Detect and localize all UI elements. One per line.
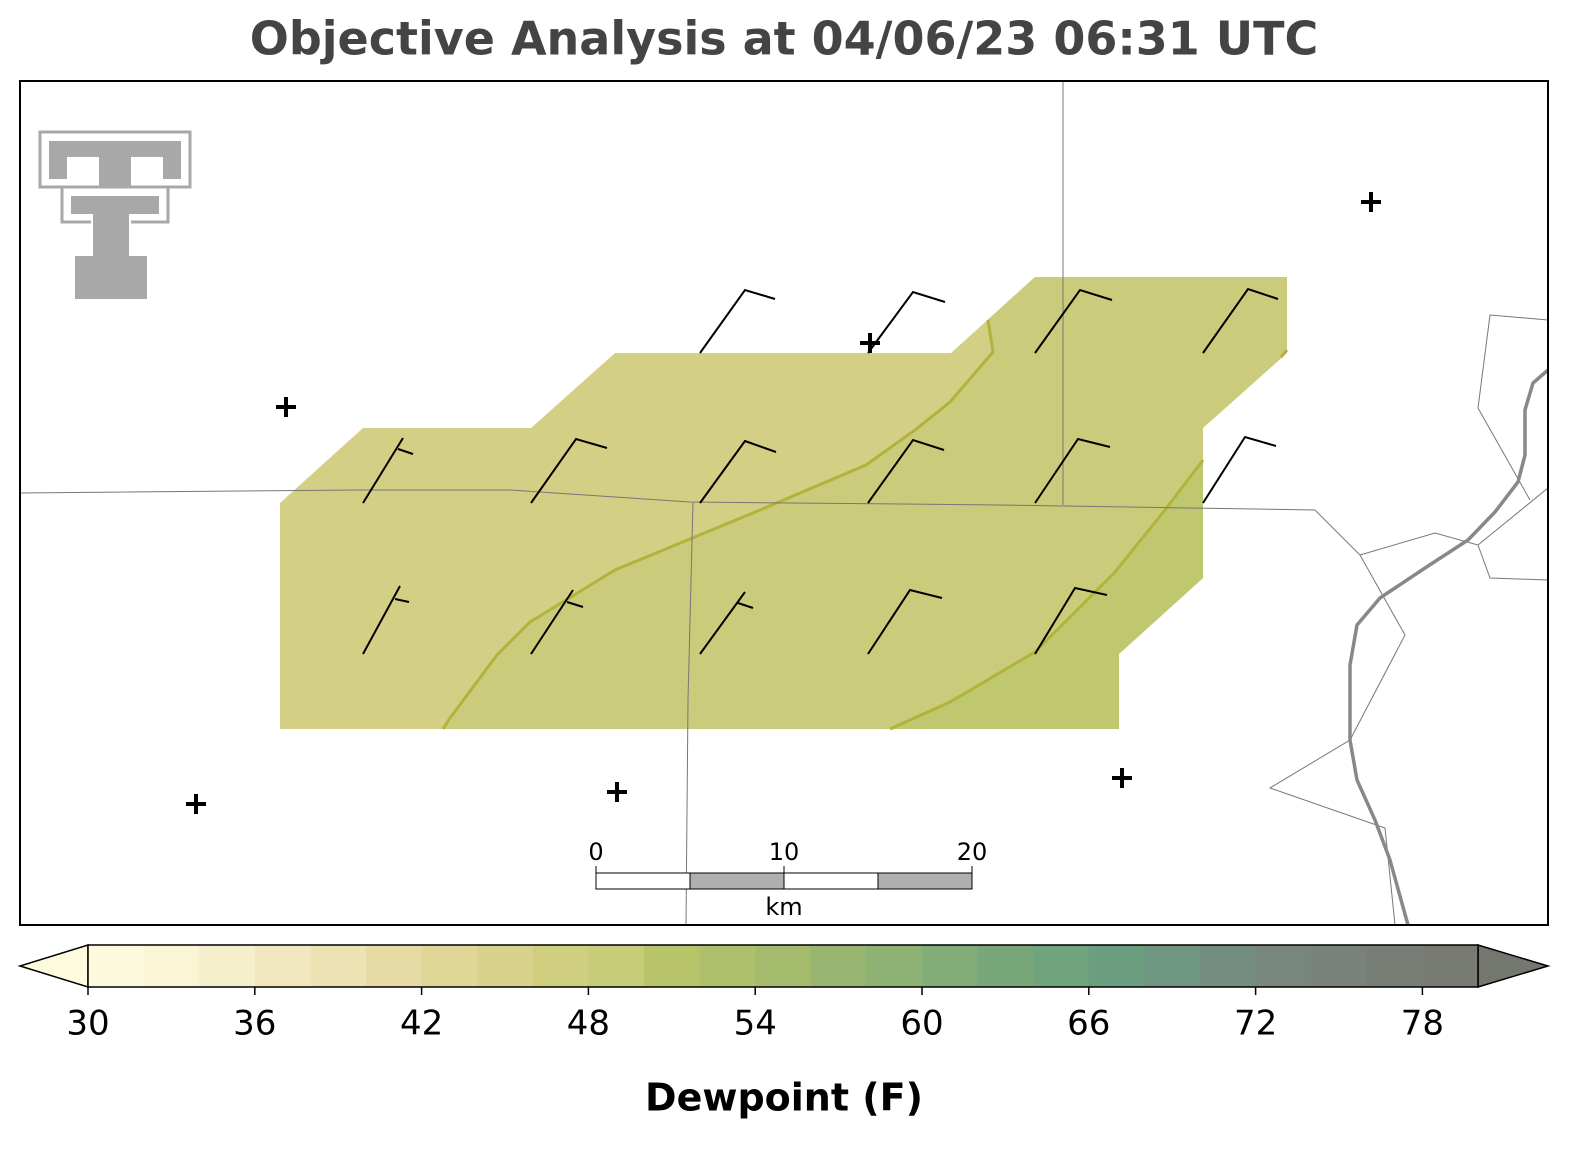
colorbar-swatch xyxy=(366,945,423,987)
logo xyxy=(38,130,192,301)
scale-unit: km xyxy=(765,893,802,921)
colorbar-swatch xyxy=(143,945,200,987)
state-border xyxy=(1348,368,1548,925)
scale-segment xyxy=(689,872,785,890)
colorbar-swatch xyxy=(699,945,756,987)
boundaries xyxy=(20,81,1548,925)
colorbar-swatch xyxy=(477,945,534,987)
colorbar-tick-label: 54 xyxy=(734,1004,777,1044)
colorbar-label: Dewpoint (F) xyxy=(645,1076,923,1120)
colorbar-tick-label: 42 xyxy=(400,1004,443,1044)
colorbar-swatch xyxy=(421,945,478,987)
colorbar-tick-label: 78 xyxy=(1401,1004,1444,1044)
colorbar-swatch xyxy=(922,945,979,987)
scale-segment xyxy=(595,872,691,890)
colorbar-swatch xyxy=(532,945,589,987)
colorbar-swatch xyxy=(310,945,367,987)
colorbar-tick-label: 36 xyxy=(233,1004,276,1044)
colorbar-swatch xyxy=(866,945,923,987)
scale-tick-label: 20 xyxy=(957,838,988,866)
colorbar-tick-label: 72 xyxy=(1234,1004,1277,1044)
colorbar-extend-low xyxy=(17,943,89,989)
colorbar-swatch xyxy=(254,945,311,987)
colorbar-tick-label: 48 xyxy=(567,1004,610,1044)
scale-tick-label: 10 xyxy=(769,838,800,866)
colorbar-extend-high xyxy=(1477,943,1551,989)
contours xyxy=(441,319,1289,731)
scale-bar: 0 10 20 km xyxy=(588,838,987,921)
colorbar-tick-label: 30 xyxy=(66,1004,109,1044)
colorbar-swatch xyxy=(1366,945,1423,987)
scale-segment xyxy=(783,872,879,890)
colorbar-tick-label: 60 xyxy=(900,1004,943,1044)
colorbar-swatch xyxy=(977,945,1034,987)
colorbar-swatch xyxy=(1088,945,1145,987)
colorbar-swatch xyxy=(199,945,256,987)
title: Objective Analysis at 04/06/23 06:31 UTC xyxy=(250,12,1319,66)
scale-tick-label: 0 xyxy=(588,838,603,866)
colorbar-swatch xyxy=(644,945,701,987)
colorbar-swatch xyxy=(1255,945,1312,987)
colorbar-swatch xyxy=(88,945,145,987)
colorbar-swatch xyxy=(1033,945,1090,987)
colorbar-swatch xyxy=(1311,945,1368,987)
colorbar-swatch xyxy=(1144,945,1201,987)
scale-segment xyxy=(877,872,973,890)
wind-barbs xyxy=(362,287,1279,655)
map xyxy=(20,81,1548,925)
map-frame xyxy=(19,80,1549,926)
colorbar-tick-label: 66 xyxy=(1067,1004,1110,1044)
colorbar-swatch xyxy=(1200,945,1257,987)
colorbar-swatch xyxy=(588,945,645,987)
colorbar-outline xyxy=(87,944,1479,988)
colorbar-swatch xyxy=(810,945,867,987)
colorbar: 30 36 42 48 54 60 66 72 78 xyxy=(17,943,1551,1044)
colorbar-swatch xyxy=(755,945,812,987)
station-markers xyxy=(186,192,1381,814)
colorbar-swatch xyxy=(1422,945,1479,987)
